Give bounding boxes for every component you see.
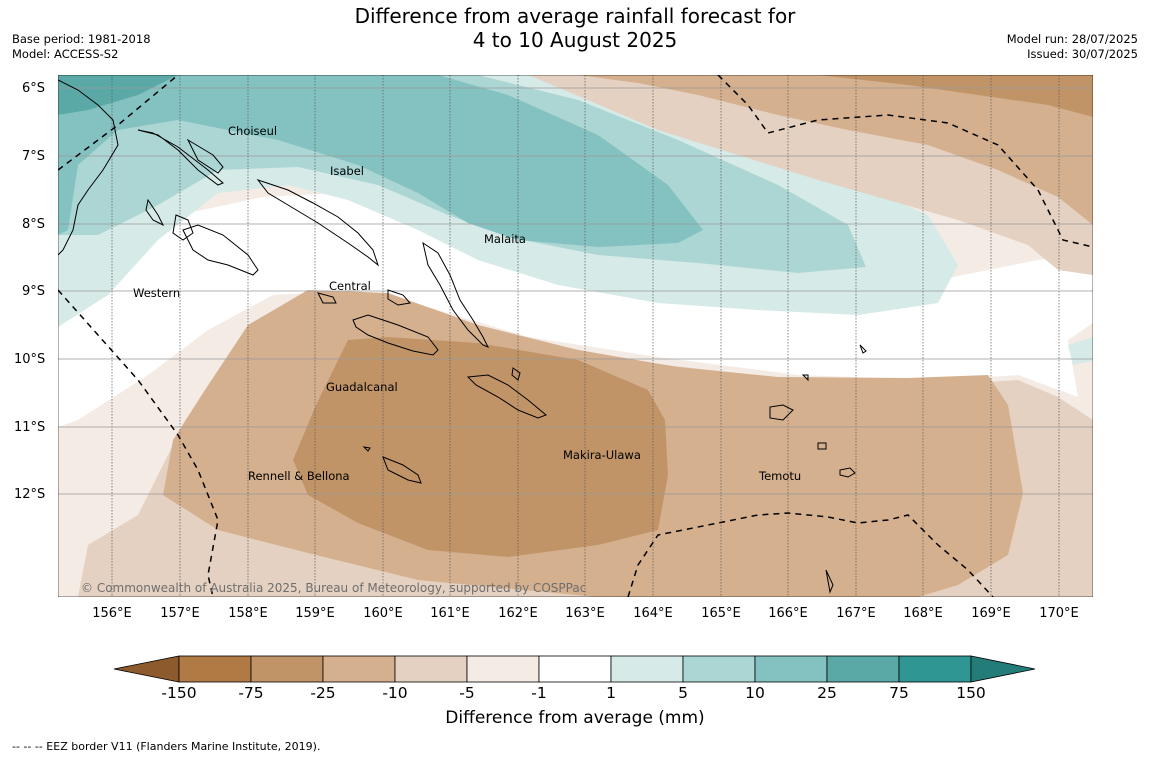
colorbar [113,655,1036,683]
label-makira-ulawa: Makira-Ulawa [563,448,641,462]
lon-label-168e: 168°E [903,606,943,621]
band-near-zero [58,193,1093,427]
band-plus25-to-plus75 [58,75,178,115]
lon-label-161e: 161°E [430,606,470,621]
cbar-tick-6: 1 [606,684,616,702]
meta-right: Model run: 28/07/2025 Issued: 30/07/2025 [1007,32,1138,62]
lat-label-9s: 9°S [22,284,46,299]
lat-label-11s: 11°S [14,420,46,435]
lon-label-156e: 156°E [92,606,132,621]
lon-label-167e: 167°E [836,606,876,621]
province-labels: Choiseul Isabel Malaita Central Western … [133,124,801,483]
model-run: Model run: 28/07/2025 [1006,32,1138,46]
label-western: Western [133,286,180,300]
copyright-notice: © Commonwealth of Australia 2025, Bureau… [81,581,586,595]
title-line-1: Difference from average rainfall forecas… [354,4,796,28]
issued-date: Issued: 30/07/2025 [1027,47,1138,61]
cbar-tick-8: 10 [745,684,765,702]
lat-label-10s: 10°S [14,352,46,367]
band-minus10-to-minus25-ne [578,75,1093,225]
lon-label-163e: 163°E [565,606,605,621]
colorbar-segment-6 [538,655,612,683]
colorbar-segment-2 [250,655,324,683]
colorbar-extend-low [113,655,180,683]
title-line-2: 4 to 10 August 2025 [472,28,678,52]
cbar-tick-3: -10 [382,684,408,702]
colorbar-segment-4 [394,655,468,683]
cbar-tick-1: -75 [238,684,264,702]
colorbar-segment-7 [610,655,684,683]
lon-label-164e: 164°E [633,606,673,621]
label-malaita: Malaita [484,232,526,246]
lon-label-170e: 170°E [1039,606,1079,621]
band-plus10-to-plus25 [58,75,703,247]
colorbar-extend-high [970,655,1036,683]
model-name: Model: ACCESS-S2 [12,47,119,61]
lat-label-6s: 6°S [22,81,46,96]
band-minus25-to-minus75-ne [818,75,1093,117]
lon-label-157e: 157°E [160,606,200,621]
colorbar-segment-8 [682,655,756,683]
cbar-tick-2: -25 [310,684,336,702]
lon-label-166e: 166°E [768,606,808,621]
base-period: Base period: 1981-2018 [12,32,151,46]
eez-borders [58,75,1093,597]
graticule [111,75,1060,597]
cbar-tick-10: 75 [889,684,909,702]
cbar-tick-4: -5 [459,684,475,702]
colorbar-segment-1 [178,655,252,683]
lat-label-8s: 8°S [22,217,46,232]
cbar-tick-5: -1 [531,684,547,702]
colorbar-segment-9 [754,655,828,683]
lon-label-165e: 165°E [701,606,741,621]
label-isabel: Isabel [330,164,364,178]
lat-label-12s: 12°S [14,487,46,502]
band-minus25-to-minus75-south [293,337,668,557]
coastlines [58,79,867,594]
colorbar-title: Difference from average (mm) [445,708,705,728]
lon-label-159e: 159°E [295,606,335,621]
label-central: Central [329,279,371,293]
cbar-tick-9: 25 [817,684,837,702]
lon-label-169e: 169°E [971,606,1011,621]
cbar-tick-0: -150 [161,684,197,702]
lon-label-160e: 160°E [363,606,403,621]
lon-label-162e: 162°E [498,606,538,621]
label-guadalcanal: Guadalcanal [326,380,398,394]
cbar-tick-11: 150 [956,684,986,702]
label-choiseul: Choiseul [228,124,277,138]
rainfall-map: Choiseul Isabel Malaita Central Western … [58,75,1093,597]
colorbar-segment-3 [322,655,396,683]
cbar-tick-7: 5 [678,684,688,702]
label-temotu: Temotu [758,469,801,483]
lat-label-7s: 7°S [22,149,46,164]
lon-label-158e: 158°E [228,606,268,621]
chart-title: Difference from average rainfall forecas… [0,4,1150,52]
colorbar-segment-10 [826,655,900,683]
colorbar-segment-5 [466,655,540,683]
colorbar-segment-11 [898,655,972,683]
label-rennell-bellona: Rennell & Bellona [248,469,350,483]
meta-left: Base period: 1981-2018 Model: ACCESS-S2 [12,32,151,62]
eez-note: -- -- -- EEZ border V11 (Flanders Marine… [12,740,321,753]
